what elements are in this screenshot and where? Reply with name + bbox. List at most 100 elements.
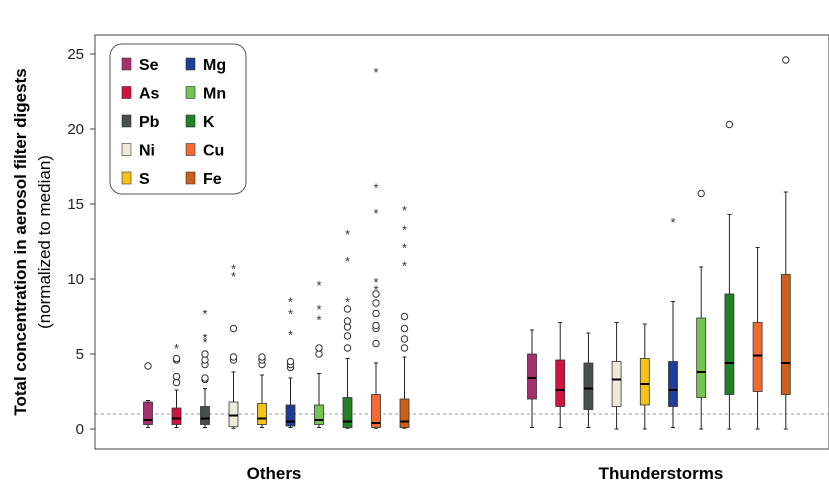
box-thunderstorms-as: [555, 322, 566, 428]
extreme-point: *: [316, 278, 321, 293]
extreme-point: *: [316, 313, 321, 328]
box-body: [399, 398, 410, 428]
legend-swatch-mn: [185, 86, 196, 99]
box-body: [668, 361, 678, 407]
extreme-point: *: [174, 341, 179, 356]
outlier-point: [343, 344, 352, 352]
extreme-point: *: [202, 331, 207, 346]
box-body: [724, 293, 735, 395]
extreme-point: *: [373, 65, 378, 80]
legend-swatch-k: [185, 114, 196, 128]
box-body: [200, 406, 210, 425]
legend-label-s: S: [139, 171, 150, 188]
extreme-point: *: [345, 295, 350, 310]
extreme-point: *: [402, 259, 407, 274]
extreme-point: *: [345, 227, 350, 242]
legend-label-k: K: [203, 114, 215, 131]
box-thunderstorms-s: [639, 323, 650, 430]
extreme-point: *: [402, 223, 407, 238]
legend-swatch-fe: [185, 171, 196, 185]
box-others-as: *: [171, 341, 182, 428]
outlier-point: [229, 353, 238, 361]
outlier-point: [144, 362, 152, 370]
extreme-point: *: [402, 241, 407, 256]
box-others-fe: * * * *: [399, 203, 410, 429]
box-others-cu: *****: [371, 65, 381, 429]
legend-swatch-se: [121, 57, 132, 71]
y-axis: 0 5 10 15 20 25: [67, 46, 95, 438]
box-thunderstorms-k: [724, 120, 735, 430]
x-axis: Others Thunderstorms: [247, 464, 724, 483]
box-body: [342, 397, 353, 428]
box-body: [780, 274, 791, 395]
y-tick-label: 15: [67, 196, 84, 213]
outlier-point: [172, 378, 181, 387]
legend-label-ni: Ni: [139, 143, 155, 160]
y-axis-title-line1: Total concentration in aerosol filter di…: [11, 68, 30, 415]
extreme-point: *: [373, 181, 378, 196]
legend-swatch-pb: [121, 114, 132, 128]
outlier-point: [400, 335, 409, 343]
legend: Se Mg As Mn Pb K Ni Cu S Fe: [109, 43, 247, 195]
legend-frame: [109, 43, 247, 195]
plot-frame: [94, 34, 829, 450]
extreme-point: *: [202, 307, 207, 322]
box-others-k: * * *: [342, 227, 353, 429]
box-others-s: [257, 353, 267, 428]
box-thunderstorms-fe: [780, 56, 791, 430]
outlier-point: [258, 353, 266, 361]
box-body: [314, 404, 324, 425]
legend-label-fe: Fe: [203, 171, 222, 188]
outlier-point: [400, 344, 409, 352]
legend-swatch-ni: [121, 143, 132, 156]
y-axis-title-line2: (normalized to median): [35, 155, 54, 329]
legend-swatch-mg: [185, 57, 196, 71]
outlier-point: [201, 350, 209, 358]
extreme-point: *: [288, 307, 293, 322]
extreme-point: *: [231, 269, 236, 284]
legend-swatch-cu: [185, 143, 196, 156]
box-body: [371, 394, 381, 428]
outlier-point: [286, 357, 295, 366]
legend-label-se: Se: [139, 57, 159, 74]
outlier-point: [372, 339, 380, 348]
box-body: [143, 401, 153, 425]
outlier-point: [343, 305, 352, 313]
extreme-point: *: [288, 328, 293, 343]
outlier-point: [201, 374, 209, 382]
legend-label-mn: Mn: [203, 86, 226, 103]
legend-label-cu: Cu: [203, 143, 224, 160]
outlier-point: [372, 321, 380, 330]
box-body: [555, 359, 566, 407]
box-thunderstorms-mn: [696, 189, 707, 430]
y-tick-label: 10: [67, 271, 84, 288]
box-others-ni: **: [228, 262, 239, 429]
extreme-point: *: [373, 275, 378, 290]
outlier-point: [343, 332, 352, 340]
outlier-point: [315, 350, 323, 358]
box-others-se: [143, 362, 153, 428]
box-others-mn: ***: [314, 278, 324, 428]
box-body: [171, 407, 182, 425]
legend-swatch-as: [121, 86, 132, 99]
box-body: [752, 322, 763, 392]
box-body: [583, 362, 594, 410]
extreme-point: *: [288, 295, 293, 310]
extreme-point: *: [373, 283, 378, 298]
y-tick-label: 0: [76, 421, 84, 438]
outlier-point: [725, 120, 734, 129]
outlier-point: [697, 189, 705, 198]
extreme-point: *: [402, 203, 407, 218]
legend-swatch-s: [121, 171, 132, 185]
box-body: [639, 358, 650, 406]
outlier-point: [782, 56, 790, 64]
y-axis-title: Total concentration in aerosol filter di…: [11, 68, 54, 415]
box-others-mg: ***: [285, 295, 296, 428]
legend-label-as: As: [139, 86, 160, 103]
outlier-point: [400, 324, 409, 333]
outlier-point: [172, 372, 181, 381]
box-body: [228, 401, 239, 428]
box-thunderstorms-ni: [611, 322, 622, 430]
